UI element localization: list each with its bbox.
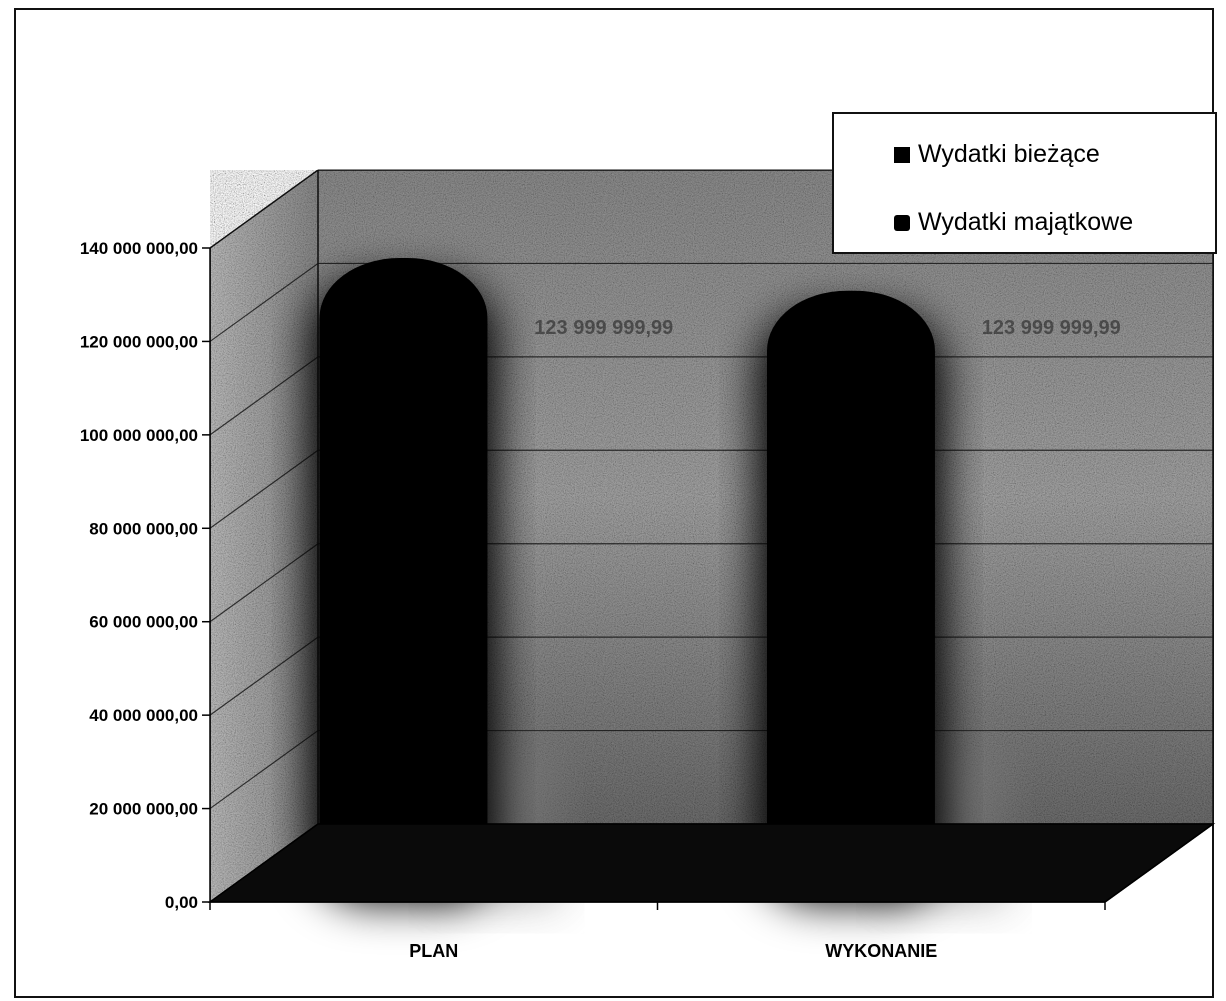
floor-plane: [207, 823, 1216, 903]
y-tick-label: 60 000 000,00: [89, 613, 198, 632]
value-axis: 0,00 20 000 000,00 40 000 000,00 60 000 000…: [80, 239, 1214, 961]
legend-swatch-current: [894, 146, 910, 163]
x-tick-label: WYKONANIE: [825, 941, 937, 961]
data-label: 123 999 999,99: [982, 317, 1121, 339]
legend-label-capital: Wydatki majątkowe: [918, 208, 1134, 236]
y-tick-label: 0,00: [165, 893, 198, 912]
bar-current: [767, 290, 935, 902]
bar-group: [309, 258, 1007, 902]
data-labels: 123 999 999,99 123 999 999,99: [534, 317, 1121, 339]
gridline-side: [209, 169, 319, 249]
gridline-side: [209, 543, 319, 623]
chart-floor: [207, 823, 1216, 903]
x-axis-depth-line: [1104, 823, 1214, 903]
gridline-side: [209, 636, 319, 716]
y-tick-label: 80 000 000,00: [89, 519, 198, 538]
legend-swatch-capital: [894, 214, 910, 231]
y-tick-label: 120 000 000,00: [80, 332, 198, 351]
y-tick-label: 140 000 000,00: [80, 239, 198, 258]
x-tick-label: PLAN: [409, 941, 458, 961]
bar-current: [319, 258, 488, 902]
gridline-side: [209, 262, 319, 342]
gridline-side: [209, 730, 319, 810]
legend: Wydatki bieżące Wydatki majątkowe: [832, 112, 1217, 254]
side-wall: [209, 168, 319, 904]
y-tick-label: 40 000 000,00: [89, 706, 198, 725]
legend-item-capital: Wydatki majątkowe: [894, 208, 1133, 237]
y-tick-label: 100 000 000,00: [80, 426, 198, 445]
data-label: 123 999 999,99: [534, 317, 673, 339]
legend-label-current: Wydatki bieżące: [918, 140, 1100, 168]
gridline-side: [209, 449, 319, 529]
legend-item-current: Wydatki bieżące: [894, 140, 1100, 169]
gridline-side: [209, 356, 319, 436]
y-tick-label: 20 000 000,00: [89, 800, 198, 819]
